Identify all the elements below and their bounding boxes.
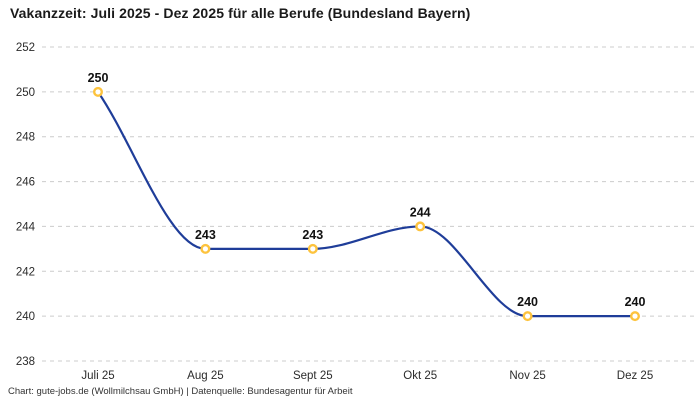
- y-tick-label: 238: [16, 356, 35, 368]
- data-point-marker: [522, 311, 533, 322]
- data-point-label: 243: [195, 228, 216, 242]
- gridlines-layer: [42, 46, 695, 362]
- x-tick-label: Sept 25: [293, 370, 333, 382]
- y-tick-label: 240: [16, 311, 35, 323]
- data-point-marker: [92, 86, 103, 97]
- x-tick-label: Dez 25: [617, 370, 653, 382]
- y-tick-label: 250: [16, 87, 35, 99]
- y-tick-label: 246: [16, 177, 35, 189]
- x-tick-label: Aug 25: [187, 370, 223, 382]
- y-tick-label: 242: [16, 266, 35, 278]
- data-point-labels-layer: 250 243 243 244 240 240: [88, 71, 646, 309]
- x-tick-label: Okt 25: [403, 370, 437, 382]
- data-point-marker: [307, 243, 318, 254]
- y-tick-label: 248: [16, 132, 35, 144]
- chart-source-credit: Chart: gute-jobs.de (Wollmilchsau GmbH) …: [8, 386, 353, 397]
- y-tick-label: 252: [16, 42, 35, 54]
- data-point-label: 240: [625, 295, 646, 309]
- data-point-marker: [200, 243, 211, 254]
- data-point-marker: [415, 221, 426, 232]
- data-series-layer: [92, 86, 641, 322]
- data-point-label: 240: [517, 295, 538, 309]
- x-tick-label: Juli 25: [81, 370, 114, 382]
- x-tick-label: Nov 25: [509, 370, 545, 382]
- data-point-label: 244: [410, 205, 431, 219]
- series-line-path: [96, 90, 637, 318]
- y-tick-label: 244: [16, 221, 36, 233]
- data-point-marker: [630, 311, 641, 322]
- x-axis-tick-labels: Juli 25 Aug 25 Sept 25 Okt 25 Nov 25 Dez 25: [81, 370, 653, 382]
- chart-title: Vakanzzeit: Juli 2025 - Dez 2025 für all…: [10, 5, 471, 21]
- data-point-label: 243: [302, 228, 323, 242]
- data-point-label: 250: [88, 71, 109, 85]
- y-axis-tick-labels: 238 240 242 244 246 248 250 252: [16, 42, 36, 368]
